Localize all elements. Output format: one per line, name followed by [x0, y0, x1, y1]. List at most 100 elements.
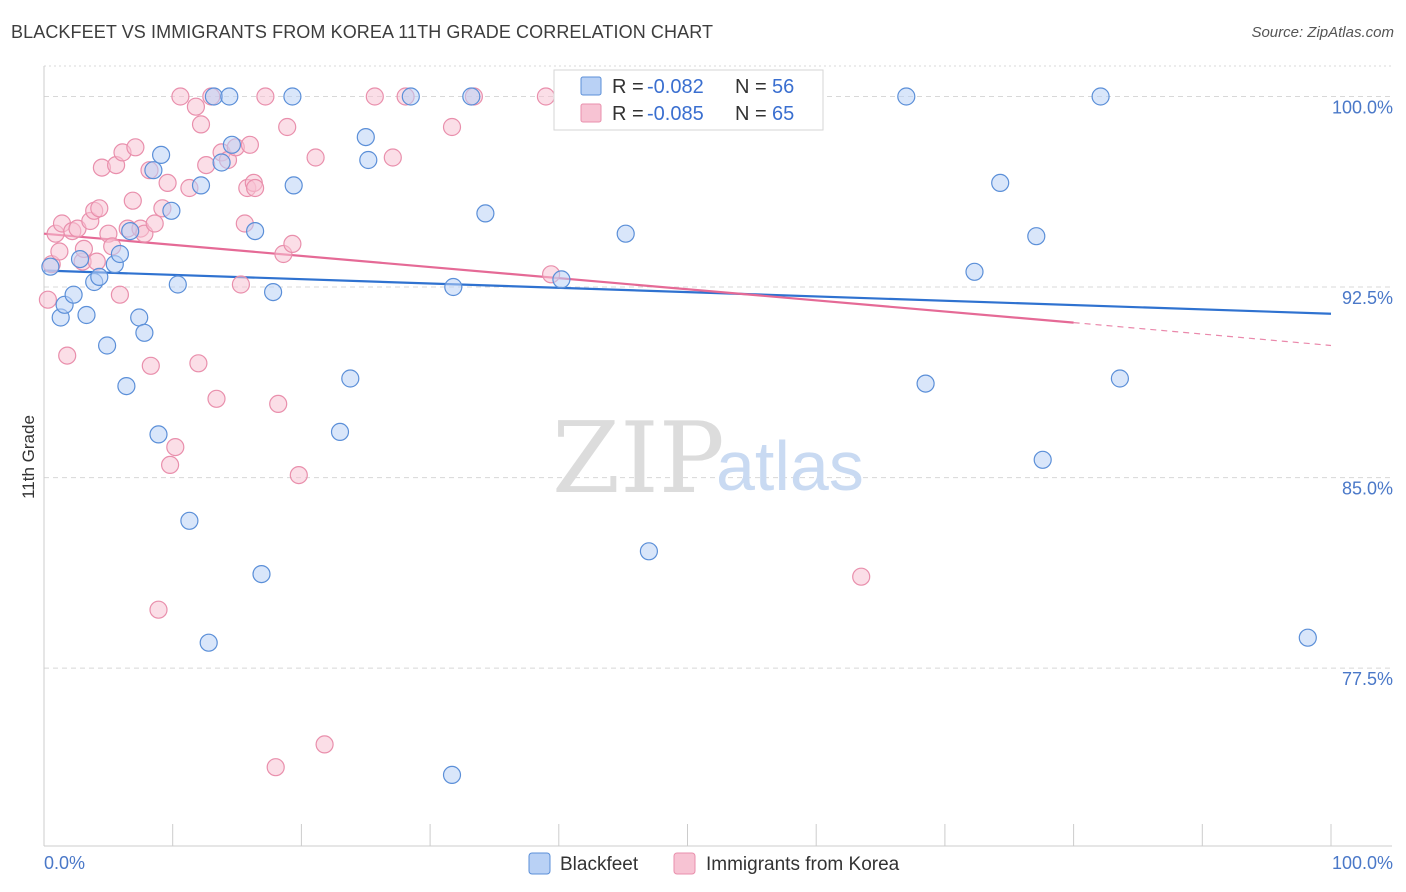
- korea-point: [90, 199, 109, 218]
- y-tick-label: 85.0%: [1342, 479, 1393, 499]
- axes: [43, 66, 1392, 847]
- blackfeet-point: [212, 153, 231, 172]
- korea-point: [145, 214, 164, 233]
- blackfeet-point: [130, 308, 149, 327]
- korea-point: [442, 117, 462, 137]
- korea-point: [161, 455, 180, 474]
- x-tick-label-start: 0.0%: [44, 853, 85, 873]
- legend-r-value-2: -0.085: [647, 103, 704, 125]
- blackfeet-point: [444, 277, 463, 297]
- korea-point: [149, 600, 168, 619]
- blackfeet-point: [41, 257, 60, 276]
- korea-point: [189, 354, 208, 373]
- korea-point: [207, 389, 226, 408]
- korea-point: [231, 275, 250, 294]
- korea-point: [256, 87, 275, 106]
- series-legend-label-korea: Immigrants from Korea: [706, 854, 900, 875]
- korea-point: [246, 178, 265, 198]
- blackfeet-point: [552, 270, 571, 289]
- legend-n-label-2: N =: [735, 103, 767, 125]
- legend-r-label-2: R =: [612, 103, 644, 125]
- y-tick-label: 92.5%: [1342, 288, 1393, 308]
- correlation-legend: R = -0.082 N = 56 R = -0.085 N = 65: [553, 69, 824, 131]
- korea-point: [186, 97, 205, 116]
- blackfeet-point: [283, 87, 302, 106]
- blackfeet-point: [916, 374, 935, 393]
- blackfeet-point: [70, 250, 90, 269]
- y-axis-label: 11th Grade: [19, 415, 38, 499]
- blackfeet-point: [1298, 628, 1317, 647]
- grid-lines: [44, 65, 1392, 669]
- legend-n-value-2: 65: [772, 103, 794, 125]
- blackfeet-point: [330, 422, 350, 441]
- blackfeet-point: [64, 285, 83, 304]
- chart-source: Source: ZipAtlas.com: [1251, 24, 1394, 41]
- korea-point: [289, 466, 308, 485]
- data-points: [38, 87, 1317, 785]
- blackfeet-point: [110, 244, 130, 264]
- blackfeet-point: [1027, 227, 1046, 246]
- blackfeet-point: [1033, 450, 1052, 469]
- watermark-atlas: atlas: [716, 427, 864, 505]
- korea-point: [126, 138, 145, 157]
- blackfeet-point: [356, 128, 375, 147]
- blackfeet-point: [1110, 369, 1130, 388]
- korea-point: [197, 156, 216, 175]
- korea-point: [171, 87, 190, 106]
- blackfeet-point: [616, 224, 635, 243]
- blackfeet-point: [162, 201, 181, 220]
- blackfeet-point: [90, 267, 109, 286]
- blackfeet-point: [442, 765, 462, 785]
- blackfeet-point: [252, 564, 271, 584]
- legend-swatch-blackfeet: [580, 76, 602, 96]
- korea-point: [315, 735, 334, 754]
- series-legend-swatch-korea: [673, 852, 696, 875]
- korea-point: [50, 242, 69, 261]
- blackfeet-point: [191, 176, 211, 195]
- series-legend-label-blackfeet: Blackfeet: [560, 854, 639, 875]
- blackfeet-point: [264, 283, 283, 302]
- blackfeet-point: [965, 262, 984, 281]
- tick-labels: 77.5% 85.0% 92.5% 100.0% 0.0% 100.0%: [44, 97, 1393, 873]
- y-tick-label: 77.5%: [1342, 669, 1393, 689]
- korea-point: [166, 438, 185, 457]
- blackfeet-point: [168, 275, 187, 294]
- blackfeet-point: [180, 511, 199, 530]
- korea-point: [158, 173, 177, 192]
- korea-point: [365, 87, 384, 106]
- korea-point: [38, 290, 58, 309]
- korea-point: [269, 394, 288, 413]
- blackfeet-point: [246, 222, 265, 241]
- legend-r-label-1: R =: [612, 76, 644, 98]
- blackfeet-point: [77, 305, 96, 325]
- korea-trend-line: [1073, 322, 1332, 347]
- blackfeet-point: [359, 150, 378, 170]
- blackfeet-point: [135, 323, 154, 342]
- blackfeet-point: [639, 542, 659, 561]
- blackfeet-point: [117, 377, 136, 396]
- series-legend-swatch-blackfeet: [528, 852, 551, 875]
- blackfeet-point: [220, 87, 239, 106]
- blackfeet-point: [204, 87, 223, 106]
- korea-point: [191, 115, 211, 134]
- x-tick-label-end: 100.0%: [1332, 853, 1393, 873]
- korea-point: [240, 135, 259, 154]
- blackfeet-point: [1091, 87, 1110, 106]
- legend-n-label-1: N =: [735, 76, 767, 98]
- blackfeet-point: [199, 633, 218, 652]
- blackfeet-trend-line: [43, 269, 1332, 315]
- blackfeet-point: [341, 369, 360, 388]
- korea-point: [536, 87, 556, 106]
- korea-point: [87, 252, 106, 271]
- korea-point: [58, 346, 77, 365]
- blackfeet-point: [401, 87, 420, 106]
- chart-title: BLACKFEET VS IMMIGRANTS FROM KOREA 11TH …: [11, 22, 714, 42]
- legend-r-value-1: -0.082: [647, 76, 704, 98]
- legend-swatch-korea: [580, 103, 602, 123]
- korea-point: [141, 356, 160, 375]
- korea-point: [306, 148, 325, 167]
- watermark: ZIP atlas: [552, 402, 864, 516]
- blackfeet-point: [121, 222, 140, 241]
- blackfeet-point: [991, 173, 1010, 192]
